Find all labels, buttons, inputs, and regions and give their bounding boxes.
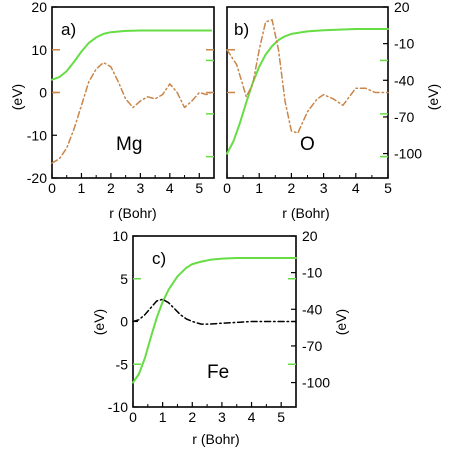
panel-a-xtick-label: 5: [195, 180, 203, 196]
panel-b-series-solid: [226, 28, 389, 155]
panel-a-xtick-label: 3: [136, 180, 144, 196]
panel-c-right-ytick-label: -100: [302, 375, 330, 391]
panel-c-xtick-label: 3: [218, 409, 226, 425]
panel-c-label: c): [152, 249, 166, 268]
panel-c-ytick-label: 10: [112, 228, 128, 244]
panel-c-right-ytick-label: -10: [302, 265, 322, 281]
panel-c-ylabel-right: (eV): [333, 309, 349, 335]
panel-c-ylabel-left: (eV): [91, 309, 107, 335]
panel-b-right-ytick-label: -100: [394, 146, 422, 162]
panel-c: 0 1 2 3 4 5 -10 -5 0 5 10 -100 -70 -40 -10 20: [108, 228, 330, 425]
panel-b-xtick-label: 4: [352, 180, 360, 196]
panel-a-ytick-label: 0: [39, 85, 47, 101]
panel-b-right-ytick-label: 20: [394, 0, 410, 15]
panel-b-ylabel: (eV): [425, 84, 441, 110]
panel-c-xlabel: r (Bohr): [192, 431, 239, 447]
panel-c-xtick-label: 2: [188, 409, 196, 425]
panel-c-series-solid: [132, 257, 297, 384]
panel-b-right-ytick-label: -70: [394, 109, 414, 125]
panel-b-right-ytick-label: -40: [394, 72, 414, 88]
panel-a-ytick-label: 10: [31, 42, 47, 58]
panel-a-ytick-label: -10: [27, 127, 47, 143]
panel-c-ytick-label: 0: [120, 314, 128, 330]
panel-b-xtick-label: 5: [384, 180, 392, 196]
panel-b-xtick-label: 0: [223, 180, 231, 196]
panel-c-xtick-label: 0: [129, 409, 137, 425]
panel-c-right-ytick-label: 20: [302, 228, 318, 244]
panel-c-ytick-label: -5: [116, 356, 129, 372]
panel-c-right-ytick-label: -40: [302, 301, 322, 317]
panel-c-ytick-label: 5: [120, 271, 128, 287]
panel-b-label: b): [234, 20, 249, 39]
panel-c-series-dashdot: [132, 298, 297, 325]
panel-a-xtick-label: 1: [78, 180, 86, 196]
panel-b-xtick-label: 1: [255, 180, 263, 196]
panel-a-xlabel: r (Bohr): [109, 205, 156, 221]
panel-a-ytick-label: 20: [31, 0, 47, 15]
panel-c-xtick-label: 1: [159, 409, 167, 425]
panel-a-element-name: Mg: [116, 134, 142, 155]
panel-a-xtick-label: 2: [107, 180, 115, 196]
panel-b: 0 1 2 3 4 5 -100 -70 -40 -10 20: [223, 0, 422, 196]
panel-a-ytick-label: -20: [27, 170, 47, 186]
panel-b-xlabel: r (Bohr): [282, 205, 329, 221]
panel-c-xtick-label: 5: [277, 409, 285, 425]
panel-b-element-name: O: [300, 134, 315, 155]
panel-b-series-dashdot: [226, 19, 389, 134]
panel-b-xtick-label: 3: [320, 180, 328, 196]
panel-b-xtick-label: 2: [288, 180, 296, 196]
panel-a-xtick-label: 0: [48, 180, 56, 196]
panel-c-ytick-label: -10: [108, 399, 128, 415]
panel-a-ylabel: (eV): [9, 84, 25, 110]
panel-a-series-solid: [51, 29, 213, 81]
panel-c-right-ytick-label: -70: [302, 338, 322, 354]
panel-a-series-dashdot: [51, 61, 212, 164]
panel-a-label: a): [61, 20, 76, 39]
panel-c-xtick-label: 4: [248, 409, 256, 425]
panel-a: 0 1 2 3 4 5 -20 -10 0 10 20: [27, 0, 215, 196]
panel-a-xtick-label: 4: [166, 180, 174, 196]
panel-b-right-ytick-label: -10: [394, 36, 414, 52]
panel-c-element-name: Fe: [207, 362, 229, 383]
